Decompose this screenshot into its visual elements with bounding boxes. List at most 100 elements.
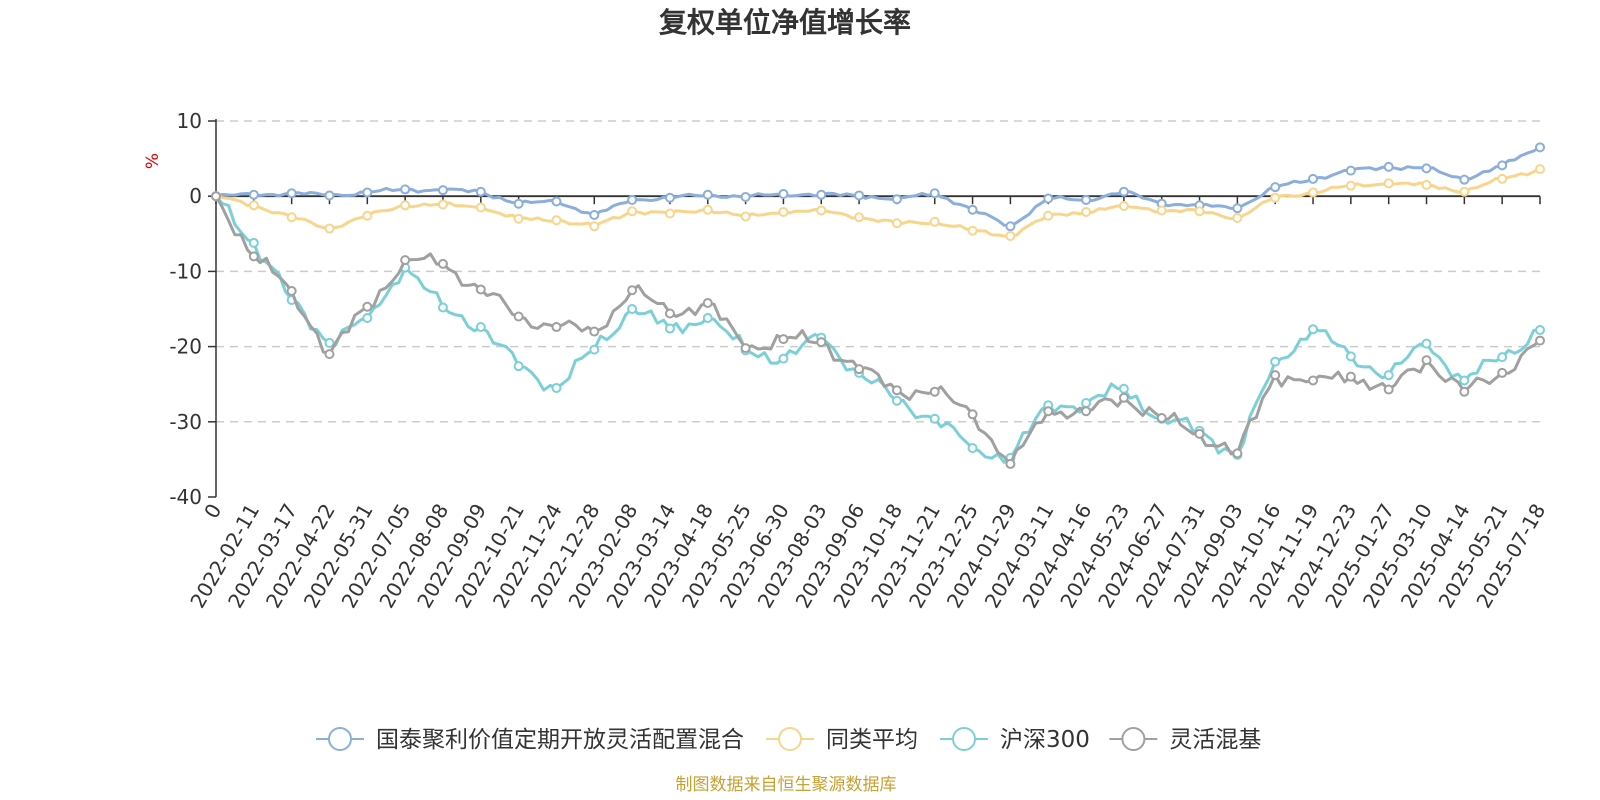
data-point[interactable] (1232, 213, 1243, 224)
data-point[interactable] (929, 188, 940, 199)
data-point[interactable] (1308, 324, 1319, 335)
data-point[interactable] (286, 188, 297, 199)
data-point[interactable] (891, 218, 902, 229)
data-point[interactable] (400, 200, 411, 211)
data-point[interactable] (1497, 173, 1508, 184)
data-point[interactable] (854, 190, 865, 201)
data-point[interactable] (248, 251, 259, 262)
data-point[interactable] (400, 255, 411, 266)
data-point[interactable] (778, 188, 789, 199)
data-point[interactable] (664, 192, 675, 203)
data-point[interactable] (627, 206, 638, 217)
data-point[interactable] (1535, 325, 1545, 336)
data-point[interactable] (664, 208, 675, 219)
data-point[interactable] (362, 301, 373, 312)
data-point[interactable] (1081, 206, 1092, 217)
data-point[interactable] (551, 382, 562, 393)
data-point[interactable] (778, 334, 789, 345)
data-point[interactable] (929, 386, 940, 397)
data-point[interactable] (1421, 355, 1432, 366)
data-point[interactable] (437, 185, 448, 196)
data-point[interactable] (1005, 458, 1016, 469)
data-point[interactable] (1535, 164, 1545, 175)
data-point[interactable] (551, 215, 562, 226)
data-point[interactable] (1345, 351, 1356, 362)
data-point[interactable] (589, 344, 600, 355)
data-point[interactable] (1345, 180, 1356, 191)
data-point[interactable] (1156, 413, 1167, 424)
data-point[interactable] (1308, 375, 1319, 386)
data-point[interactable] (854, 364, 865, 375)
data-point[interactable] (513, 361, 524, 372)
data-point[interactable] (1383, 178, 1394, 189)
data-point[interactable] (589, 210, 600, 220)
data-point[interactable] (324, 337, 335, 348)
data-point[interactable] (475, 284, 486, 295)
data-point[interactable] (324, 223, 335, 234)
data-point[interactable] (1497, 160, 1508, 171)
data-point[interactable] (1118, 186, 1129, 197)
data-point[interactable] (248, 237, 259, 248)
data-point[interactable] (362, 210, 373, 221)
data-point[interactable] (1497, 367, 1508, 378)
data-point[interactable] (816, 337, 827, 348)
data-point[interactable] (286, 285, 297, 296)
data-point[interactable] (664, 308, 675, 319)
data-point[interactable] (1232, 203, 1243, 214)
data-point[interactable] (324, 190, 335, 201)
data-point[interactable] (967, 225, 978, 236)
data-point[interactable] (929, 216, 940, 227)
data-point[interactable] (702, 189, 713, 200)
data-point[interactable] (589, 326, 600, 337)
data-point[interactable] (702, 204, 713, 215)
data-point[interactable] (1232, 448, 1243, 459)
data-point[interactable] (475, 202, 486, 213)
data-point[interactable] (1308, 173, 1319, 184)
data-point[interactable] (664, 323, 675, 334)
data-point[interactable] (1535, 142, 1545, 153)
legend-label[interactable]: 沪深300 (1000, 727, 1090, 753)
data-point[interactable] (248, 189, 259, 200)
data-point[interactable] (1421, 338, 1432, 349)
data-point[interactable] (286, 212, 297, 223)
data-point[interactable] (400, 184, 411, 195)
data-point[interactable] (1270, 182, 1281, 193)
data-point[interactable] (740, 191, 751, 202)
data-point[interactable] (702, 297, 713, 308)
data-point[interactable] (816, 205, 827, 216)
data-point[interactable] (967, 443, 978, 454)
data-point[interactable] (513, 213, 524, 224)
data-point[interactable] (891, 385, 902, 396)
data-point[interactable] (1270, 192, 1281, 203)
data-point[interactable] (1459, 386, 1470, 397)
data-point[interactable] (1043, 406, 1054, 417)
data-point[interactable] (1081, 398, 1092, 408)
data-point[interactable] (1497, 352, 1508, 363)
data-point[interactable] (437, 199, 448, 210)
data-point[interactable] (1459, 375, 1470, 386)
data-point[interactable] (740, 343, 751, 354)
data-point[interactable] (778, 206, 789, 217)
data-point[interactable] (1081, 194, 1092, 205)
legend-label[interactable]: 同类平均 (826, 727, 918, 753)
data-point[interactable] (513, 311, 524, 322)
data-point[interactable] (1383, 161, 1394, 172)
data-point[interactable] (248, 200, 259, 211)
data-point[interactable] (1535, 335, 1545, 346)
data-point[interactable] (437, 302, 448, 313)
data-point[interactable] (891, 395, 902, 406)
data-point[interactable] (816, 189, 827, 200)
data-point[interactable] (1308, 187, 1319, 198)
data-point[interactable] (1043, 210, 1054, 221)
data-point[interactable] (437, 258, 448, 269)
data-point[interactable] (627, 194, 638, 205)
data-point[interactable] (551, 322, 562, 333)
data-point[interactable] (627, 304, 638, 314)
data-point[interactable] (1459, 186, 1470, 197)
legend[interactable]: 国泰聚利价值定期开放灵活配置混合 同类平均 沪深300 灵活混基 (316, 727, 1261, 753)
data-point[interactable] (967, 409, 978, 420)
legend-label[interactable]: 国泰聚利价值定期开放灵活配置混合 (376, 727, 744, 753)
data-point[interactable] (891, 194, 902, 205)
data-point[interactable] (1383, 370, 1394, 381)
data-point[interactable] (1005, 231, 1016, 242)
